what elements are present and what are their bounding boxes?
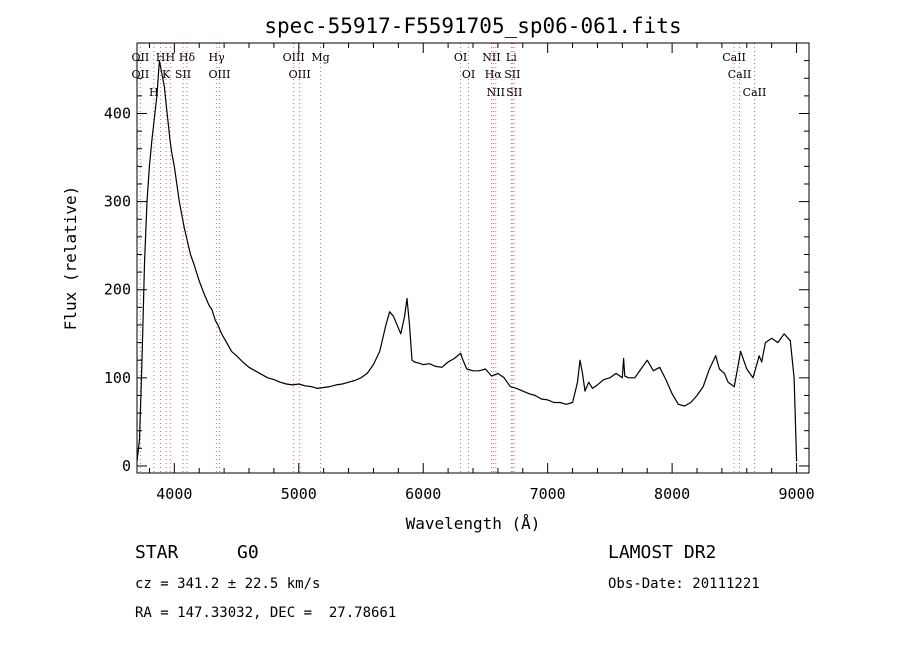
survey-name: LAMOST DR2 [608, 542, 717, 563]
line-marker-label: Hγ [209, 51, 226, 64]
axis-ticks: 4000 5000 6000 7000 8000 9000 0 100 200 300 400 [104, 43, 815, 503]
line-marker-label: CaII [722, 51, 746, 64]
redshift-velocity: cz = 341.2 ± 22.5 km/s [135, 576, 321, 592]
line-marker-label: CaII [743, 86, 767, 99]
x-tick-label: 5000 [281, 485, 317, 503]
y-tick-label: 100 [104, 369, 131, 387]
line-marker-label: NII [487, 86, 505, 99]
ra-dec-coordinates: RA = 147.33032, DEC = 27.78661 [135, 605, 397, 621]
x-tick-label: 8000 [654, 485, 690, 503]
line-marker-label: OIII [283, 51, 305, 64]
line-marker-label: SII [504, 68, 520, 81]
line-markers [139, 43, 755, 473]
spectrum-line [136, 59, 798, 462]
plot-frame [136, 42, 810, 474]
line-marker-label: NII [482, 51, 500, 64]
object-class: STAR [135, 542, 179, 563]
y-tick-label: 400 [104, 104, 131, 122]
x-tick-label: 7000 [530, 485, 566, 503]
x-axis-label: Wavelength (Å) [406, 514, 541, 533]
line-marker-label: CaII [728, 68, 752, 81]
line-marker-label: H [149, 86, 159, 99]
line-marker-label: OII [132, 68, 150, 81]
line-marker-label: Hα [485, 68, 503, 81]
line-marker-label: OI [454, 51, 467, 64]
chart-title: spec-55917-F5591705_sp06-061.fits [264, 14, 681, 38]
line-marker-label: H [166, 51, 176, 64]
x-tick-label: 4000 [156, 485, 192, 503]
y-tick-label: 300 [104, 193, 131, 211]
line-marker-label: OIII [208, 68, 230, 81]
y-axis-label: Flux (relative) [61, 186, 80, 331]
y-tick-label: 200 [104, 281, 131, 299]
x-tick-label: 9000 [778, 485, 814, 503]
line-marker-label: SII [506, 86, 522, 99]
observation-date: Obs-Date: 20111221 [608, 576, 760, 592]
object-subclass: G0 [237, 542, 259, 563]
line-marker-label: K [162, 68, 171, 81]
spectrum-series [136, 59, 798, 462]
line-marker-label: H [156, 51, 166, 64]
line-marker-label: OI [462, 68, 475, 81]
line-marker-label: Hδ [179, 51, 196, 64]
line-marker-label: OIII [289, 68, 311, 81]
line-marker-label: Mg [311, 51, 329, 64]
line-marker-label: OII [132, 51, 150, 64]
x-tick-label: 6000 [405, 485, 441, 503]
y-tick-label: 0 [122, 457, 131, 475]
line-marker-label: Li [506, 51, 517, 64]
line-marker-label: SII [175, 68, 191, 81]
